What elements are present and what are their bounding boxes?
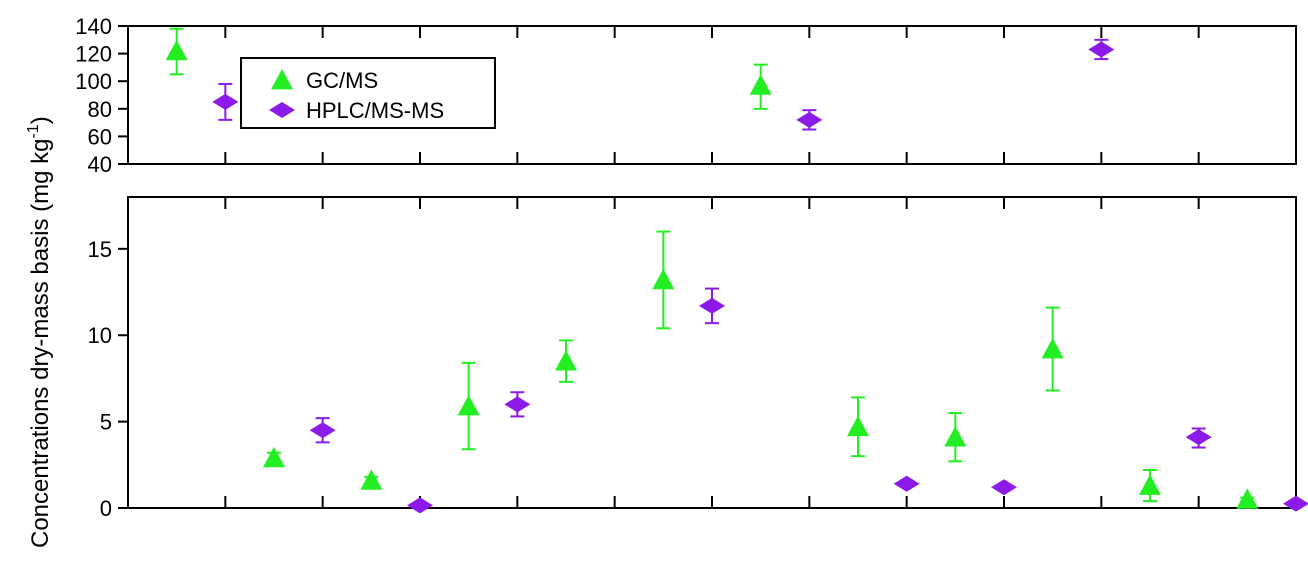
hplc-ms-ms-point: [893, 475, 920, 492]
hplc-ms-ms-point: [1185, 427, 1212, 449]
hplc-ms-ms-point: [309, 417, 336, 444]
upper-y-tick-label: 140: [75, 14, 112, 39]
gc-ms-marker: [944, 426, 967, 447]
gc-ms-marker: [1139, 474, 1161, 495]
hplc-ms-ms-marker: [796, 111, 823, 128]
hplc-ms-ms-point: [1283, 495, 1308, 512]
lower-y-tick-label: 15: [88, 237, 112, 262]
upper-y-tick-label: 60: [88, 124, 112, 149]
y-axis-title-suffix: ): [27, 116, 54, 124]
gc-ms-point: [165, 27, 188, 76]
hplc-ms-ms-point: [699, 287, 725, 325]
hplc-ms-ms-marker: [991, 479, 1017, 496]
hplc-ms-ms-point: [407, 497, 433, 514]
lower-y-tick-label: 5: [100, 410, 112, 435]
gc-ms-point: [652, 230, 675, 330]
lower-y-tick-label: 10: [88, 323, 112, 348]
gc-ms-point: [555, 339, 577, 383]
upper-y-tick-label: 80: [88, 97, 112, 122]
upper-x-ticks: [224, 26, 1200, 164]
hplc-ms-ms-marker: [699, 297, 725, 314]
gc-ms-marker: [1041, 338, 1064, 359]
data-marks: [165, 27, 1308, 514]
gc-ms-marker: [360, 469, 383, 490]
gc-ms-marker: [1236, 488, 1259, 509]
hplc-ms-ms-marker: [1185, 429, 1212, 446]
gc-ms-point: [1139, 468, 1161, 503]
gc-ms-point: [1236, 488, 1259, 509]
hplc-ms-ms-marker: [893, 475, 920, 492]
gc-ms-marker: [165, 39, 188, 61]
legend-hplc-ms-ms-marker: [269, 102, 295, 118]
legend: GC/MS HPLC/MS-MS: [240, 57, 496, 129]
gc-ms-point: [749, 63, 772, 110]
gc-ms-marker: [457, 395, 480, 416]
hplc-ms-ms-point: [796, 109, 823, 131]
gc-ms-point: [1041, 306, 1064, 392]
legend-gc-ms-marker: [271, 69, 293, 90]
y-axis-title-superscript: -1: [25, 124, 42, 138]
hplc-ms-ms-marker: [1088, 41, 1115, 58]
gc-ms-point: [457, 361, 480, 451]
lower-plot-frame: [127, 196, 1297, 509]
legend-gc-ms-label: GC/MS: [306, 68, 378, 93]
hplc-ms-ms-marker: [407, 497, 433, 514]
hplc-ms-ms-marker: [309, 422, 336, 439]
lower-panel: 0 5 10 15: [88, 196, 1297, 521]
y-axis-title-main: Concentrations dry-mass basis (mg kg: [27, 139, 54, 548]
hplc-ms-ms-marker: [212, 93, 239, 110]
gc-ms-point: [263, 446, 285, 468]
gc-ms-marker: [263, 446, 285, 468]
hplc-ms-ms-point: [212, 82, 239, 121]
gc-ms-marker: [847, 415, 869, 437]
gc-ms-marker: [555, 350, 577, 371]
gc-ms-point: [944, 411, 967, 463]
gc-ms-point: [360, 469, 383, 490]
legend-hplc-ms-ms-label: HPLC/MS-MS: [306, 98, 444, 123]
hplc-ms-ms-point: [504, 391, 531, 418]
legend-items: GC/MS HPLC/MS-MS: [269, 68, 444, 123]
upper-y-tick-label: 120: [75, 42, 112, 67]
lower-y-tick-label: 0: [100, 496, 112, 521]
hplc-ms-ms-marker: [504, 396, 531, 413]
upper-y-tick-label: 40: [88, 152, 112, 177]
y-axis-title: Concentrations dry-mass basis (mg kg-1): [25, 116, 54, 548]
gc-ms-marker: [749, 74, 772, 95]
lower-y-ticks: 0 5 10 15: [88, 237, 128, 521]
gc-ms-point: [847, 396, 869, 458]
hplc-ms-ms-marker: [1283, 495, 1308, 512]
gc-ms-marker: [652, 268, 675, 290]
hplc-ms-ms-point: [1088, 38, 1115, 61]
upper-y-tick-label: 100: [75, 69, 112, 94]
hplc-ms-ms-point: [991, 479, 1017, 496]
